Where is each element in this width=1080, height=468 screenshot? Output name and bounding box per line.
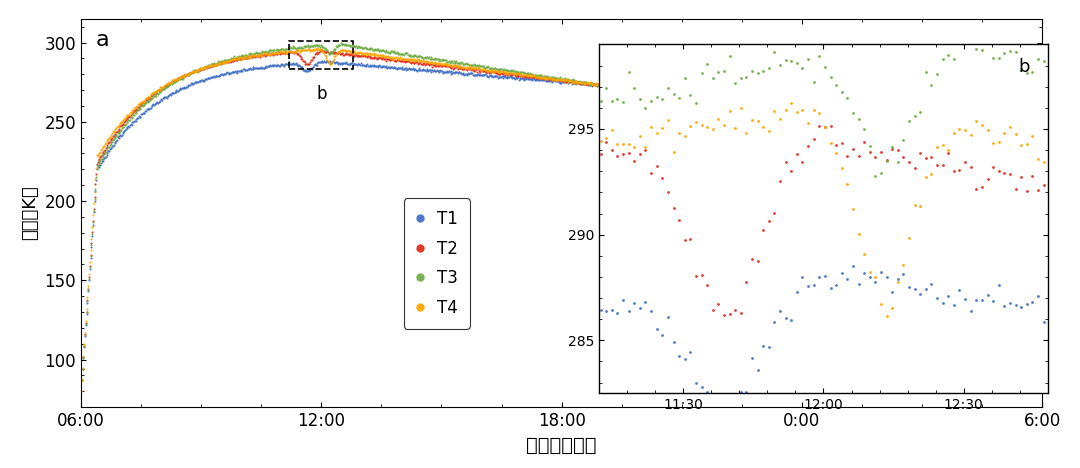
T4 <box>1036 358 1049 364</box>
Bar <box>289 41 353 69</box>
T3 <box>335 41 348 46</box>
T4 <box>600 93 613 98</box>
T4 <box>580 80 593 86</box>
Legend: T1, T2, T3, T4: T1, T2, T3, T4 <box>404 198 470 329</box>
T4 <box>492 69 505 74</box>
Y-axis label: 温度（K）: 温度（K） <box>21 186 39 240</box>
T2 <box>600 90 613 96</box>
T2 <box>315 47 328 53</box>
T1 <box>600 90 613 96</box>
T1 <box>492 74 505 80</box>
T3 <box>400 51 413 56</box>
T2 <box>202 64 215 69</box>
T1 <box>400 65 413 71</box>
T3 <box>1036 358 1049 364</box>
T2 <box>237 55 249 61</box>
Text: b: b <box>316 85 326 103</box>
T2 <box>580 80 593 86</box>
T3 <box>600 91 613 97</box>
T1 <box>580 81 593 87</box>
T2 <box>400 58 413 64</box>
T3 <box>237 53 249 59</box>
T1 <box>202 76 215 81</box>
T2 <box>1036 358 1049 363</box>
T2 <box>492 69 505 74</box>
T3 <box>202 63 215 68</box>
Line: T4: T4 <box>80 47 1043 392</box>
T3 <box>75 388 87 394</box>
Line: T2: T2 <box>80 49 1043 392</box>
Text: b: b <box>1018 58 1029 76</box>
T1 <box>319 58 332 64</box>
T4 <box>202 64 215 69</box>
T4 <box>237 55 249 61</box>
Line: T3: T3 <box>80 42 1043 392</box>
T3 <box>492 67 505 73</box>
T1 <box>237 66 249 72</box>
Text: a: a <box>95 30 109 51</box>
T4 <box>75 388 87 394</box>
T4 <box>310 46 323 51</box>
Line: T1: T1 <box>80 60 1043 392</box>
T4 <box>400 56 413 62</box>
T2 <box>75 388 87 394</box>
T1 <box>1036 359 1049 365</box>
T3 <box>580 80 593 86</box>
T1 <box>75 388 87 394</box>
X-axis label: 月球当地时间: 月球当地时间 <box>526 436 597 454</box>
